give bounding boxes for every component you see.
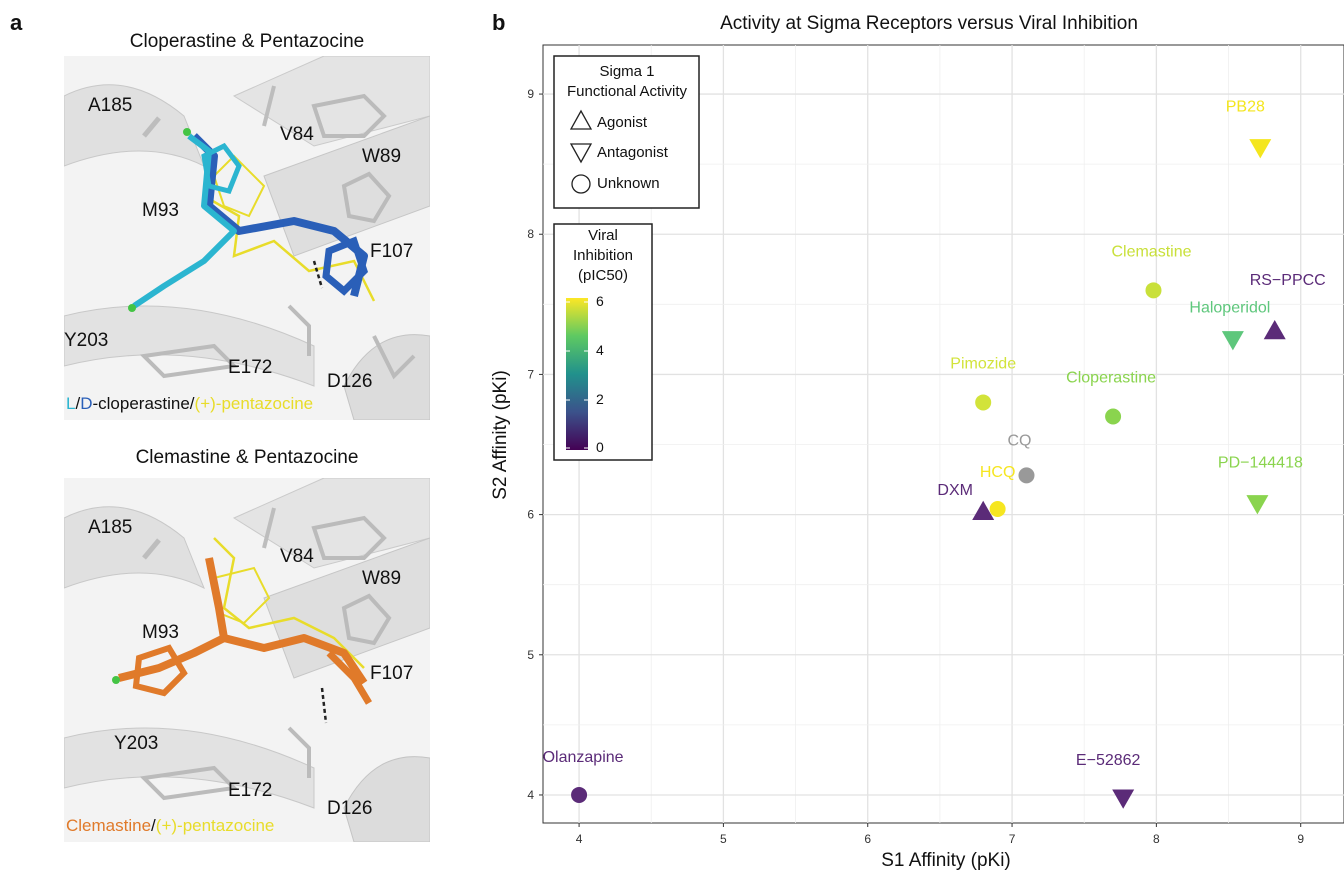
top-residue-f107: F107 — [370, 241, 414, 262]
color-bar — [566, 298, 588, 450]
label-rs-ppcc: RS−PPCC — [1250, 272, 1326, 289]
top-residue-w89: W89 — [362, 146, 402, 167]
shape-legend-title-2: Functional Activity — [567, 83, 688, 100]
x-tick-label: 4 — [576, 832, 583, 846]
top-residue-y203: Y203 — [64, 330, 109, 351]
caption-cloperastine: -cloperastine/ — [92, 394, 195, 413]
color-tick-4: 4 — [596, 342, 604, 358]
bottom-structure-image — [64, 478, 430, 842]
y-tick-label: 6 — [527, 508, 534, 522]
unknown-legend-icon — [571, 174, 591, 194]
caption-pentazocine-2: (+)-pentazocine — [155, 816, 275, 835]
point-rs-ppcc — [1263, 319, 1286, 340]
label-pimozide: Pimozide — [950, 355, 1016, 372]
data-points — [571, 139, 1286, 809]
label-e-52862: E−52862 — [1076, 752, 1141, 769]
agonist-legend-icon — [569, 109, 593, 130]
antagonist-legend-icon — [569, 143, 593, 164]
caption-clemastine: Clemastine — [66, 816, 152, 835]
top-residue-d126: D126 — [327, 371, 373, 392]
point-cloperastine — [1105, 408, 1122, 425]
point-cq — [1018, 467, 1035, 484]
label-pb28: PB28 — [1226, 98, 1265, 115]
chart-title: Activity at Sigma Receptors versus Viral… — [720, 13, 1138, 34]
label-clemastine: Clemastine — [1111, 243, 1191, 260]
label-hcq: HCQ — [980, 464, 1016, 481]
x-tick-label: 8 — [1153, 832, 1160, 846]
color-tick-0: 0 — [596, 439, 604, 455]
point-olanzapine — [571, 786, 588, 803]
point-e-52862 — [1112, 789, 1135, 809]
y-tick-label: 8 — [527, 227, 534, 241]
shape-legend-title-1: Sigma 1 — [599, 63, 654, 80]
bottom-residue-v84: V84 — [280, 546, 314, 567]
point-haloperidol — [1221, 331, 1244, 351]
y-tick-label: 5 — [527, 648, 534, 662]
x-tick-label: 7 — [1009, 832, 1016, 846]
y-tick-label: 4 — [527, 788, 534, 802]
top-residue-a185: A185 — [88, 95, 133, 116]
bottom-residue-w89: W89 — [362, 568, 402, 589]
point-pd-144418 — [1246, 495, 1269, 515]
color-legend-title-1: Viral — [588, 227, 618, 244]
caption-slash: / — [75, 394, 81, 413]
top-structure-caption: L/D-cloperastine/(+)-pentazocine — [66, 394, 313, 414]
bottom-structure-title: Clemastine & Pentazocine — [135, 447, 359, 468]
label-olanzapine: Olanzapine — [543, 749, 624, 766]
caption-d: D — [80, 394, 93, 413]
caption-slash-2: / — [151, 816, 156, 835]
y-tick-label: 9 — [527, 87, 534, 101]
bottom-residue-y203: Y203 — [114, 733, 159, 754]
color-legend-title-3: (pIC50) — [578, 267, 628, 284]
point-hcq — [989, 500, 1006, 517]
top-residue-m93: M93 — [142, 200, 179, 221]
point-pb28 — [1249, 139, 1272, 159]
top-structure-title: Cloperastine & Pentazocine — [129, 31, 365, 52]
axis-ticks: 4 5 6 7 8 9 4 5 6 7 8 9 — [527, 87, 1304, 846]
bottom-residue-d126: D126 — [327, 798, 373, 819]
top-residue-v84: V84 — [280, 124, 314, 145]
caption-pentazocine: (+)-pentazocine — [194, 394, 314, 413]
label-dxm: DXM — [937, 482, 973, 499]
label-haloperidol: Haloperidol — [1189, 299, 1270, 316]
top-residue-e172: E172 — [228, 357, 273, 378]
top-structure-drawing — [64, 56, 430, 420]
color-legend-title-2: Inhibition — [573, 247, 633, 264]
legend-antagonist-label: Antagonist — [597, 144, 669, 161]
y-axis-label: S2 Affinity (pKi) — [490, 370, 511, 500]
y-tick-label: 7 — [527, 367, 534, 381]
x-axis-label: S1 Affinity (pKi) — [881, 850, 1011, 871]
bottom-residue-f107: F107 — [370, 663, 414, 684]
label-cq: CQ — [1007, 432, 1031, 449]
x-tick-label: 5 — [720, 832, 727, 846]
shape-legend: Sigma 1 Functional Activity Agonist Anta… — [553, 55, 700, 209]
point-clemastine — [1145, 282, 1162, 299]
top-structure-image — [64, 56, 430, 420]
x-tick-label: 6 — [864, 832, 871, 846]
label-pd-144418: PD−144418 — [1218, 454, 1303, 471]
data-labels: PB28 Clemastine RS−PPCC Haloperidol Pimozide… — [543, 98, 1326, 768]
color-legend: Viral Inhibition (pIC50) 6 4 2 0 — [553, 223, 653, 461]
legend-unknown-label: Unknown — [597, 175, 660, 192]
bottom-residue-m93: M93 — [142, 622, 179, 643]
caption-l: L — [66, 394, 76, 413]
legend-agonist-label: Agonist — [597, 114, 648, 131]
color-tick-2: 2 — [596, 391, 604, 407]
point-dxm — [972, 500, 995, 521]
color-tick-6: 6 — [596, 293, 604, 309]
x-tick-label: 9 — [1297, 832, 1304, 846]
panel-b-letter: b — [492, 10, 506, 35]
grid — [543, 45, 1344, 823]
bottom-structure-caption: Clemastine/(+)-pentazocine — [66, 816, 274, 836]
label-cloperastine: Cloperastine — [1066, 369, 1156, 386]
bottom-structure-drawing — [64, 478, 430, 842]
bottom-residue-e172: E172 — [228, 780, 273, 801]
point-pimozide — [975, 394, 992, 411]
panel-a-letter: a — [10, 10, 23, 35]
bottom-residue-a185: A185 — [88, 517, 133, 538]
